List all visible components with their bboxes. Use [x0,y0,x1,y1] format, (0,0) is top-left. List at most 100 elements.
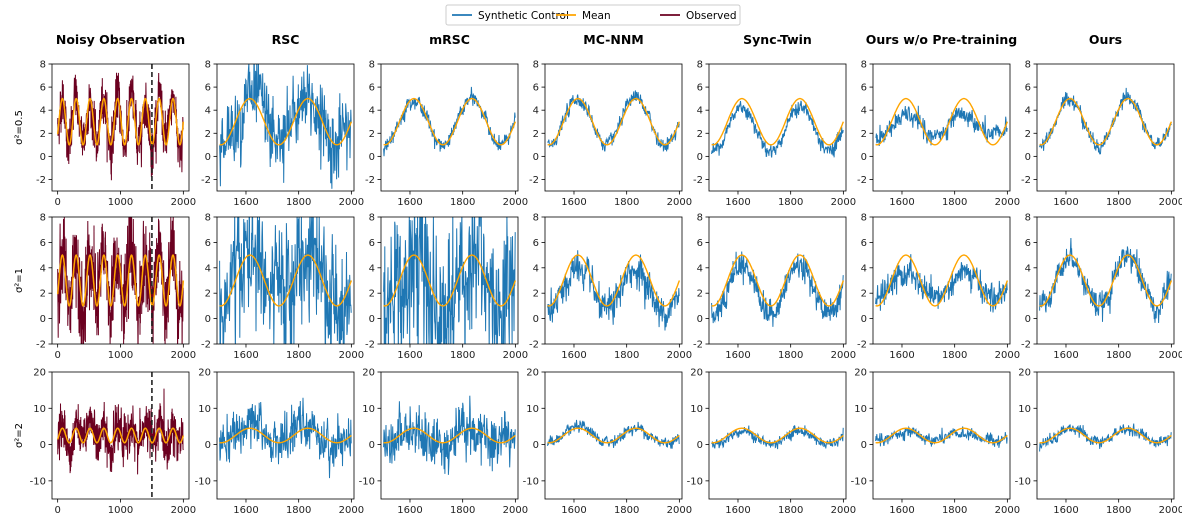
y-tick-label: 2 [205,129,211,140]
y-tick-label: 2 [697,289,703,300]
y-tick-label: 8 [369,213,375,224]
x-tick-label: 1000 [108,505,133,516]
x-tick-label: 1600 [1053,505,1078,516]
y-tick-label: 0 [1025,314,1031,325]
panel: -2 0 2 4 6 8 1600 1800 2000 [529,60,692,209]
y-tick-label: 2 [533,289,539,300]
synthetic-line [1039,87,1172,155]
x-tick-label: 2000 [339,197,364,208]
y-tick-label: -2 [201,340,211,351]
y-tick-label: 0 [861,440,867,451]
x-tick-label: 1600 [233,197,258,208]
y-tick-label: 20 [526,368,539,379]
y-tick-label: -10 [687,476,703,487]
y-tick-label: 0 [533,152,539,163]
panel: -10 0 10 20 1600 1800 2000 [523,368,692,517]
synthetic-line [219,397,352,479]
x-tick-label: 1800 [286,350,311,361]
mean-line [1039,97,1173,146]
mean-line [383,97,517,146]
column-title: Ours w/o Pre-training [866,32,1017,47]
synthetic-line [547,250,680,331]
y-tick-label: 6 [861,83,867,94]
synthetic-line [383,217,516,344]
y-tick-label: 10 [526,404,539,415]
x-tick-label: 2000 [171,350,196,361]
y-tick-label: 2 [40,129,46,140]
y-tick-label: -10 [1015,476,1031,487]
x-tick-label: 0 [54,505,60,516]
panel: -2 0 2 4 6 8 1600 1800 2000 [365,213,528,362]
panel: -2 0 2 4 6 8 1600 1800 2000 [693,213,856,362]
column-title: RSC [272,32,300,47]
y-tick-label: 10 [362,404,375,415]
y-tick-label: -10 [195,476,211,487]
x-tick-label: 1600 [397,350,422,361]
y-tick-label: -2 [201,175,211,186]
x-tick-label: 1600 [889,505,914,516]
synthetic-line [1039,423,1172,452]
y-tick-label: 0 [369,152,375,163]
y-tick-label: 4 [861,106,867,117]
axes-frame [1036,216,1175,345]
panel: -2 0 2 4 6 8 1600 1800 2000 [529,213,692,362]
mean-line [875,427,1008,444]
y-tick-label: 4 [533,106,539,117]
y-tick-label: 8 [205,60,211,71]
axes-frame [380,216,519,345]
y-tick-label: -2 [529,340,539,351]
y-tick-label: 6 [697,83,703,94]
panel: -2 0 2 4 6 8 1600 1800 2000 [1021,60,1182,209]
x-tick-label: 1800 [942,350,967,361]
mean-line [875,97,1009,146]
y-tick-label: 8 [697,60,703,71]
panel: -2 0 2 4 6 8 1600 1800 2000 [201,213,364,362]
row-label: σ²=2 [14,423,25,448]
axes-frame [544,216,683,345]
mean-line [219,97,353,146]
y-tick-label: 10 [854,404,867,415]
axes-frame [708,63,847,192]
panel: -2 0 2 4 6 8 1600 1800 2000 [857,213,1020,362]
mean-line [875,254,1009,307]
column-title: MC-NNM [583,32,643,47]
y-tick-label: 6 [533,83,539,94]
mean-line [56,254,185,307]
x-tick-label: 1600 [1053,197,1078,208]
y-tick-label: -10 [359,476,375,487]
x-tick-label: 1600 [233,350,258,361]
x-tick-label: 1800 [450,197,475,208]
mean-line [1039,254,1173,307]
axes-frame [708,216,847,345]
legend: Synthetic Control Mean Observed [445,4,741,26]
axes-frame [544,371,683,500]
y-tick-label: 20 [854,368,867,379]
y-tick-label: -10 [851,476,867,487]
y-tick-label: 4 [40,263,46,274]
panel: -2 0 2 4 6 8 0 1000 2000 [36,60,196,209]
y-tick-label: 0 [205,152,211,163]
x-tick-label: 2000 [667,197,692,208]
y-tick-label: -2 [693,340,703,351]
x-tick-label: 2000 [171,505,196,516]
y-tick-label: -2 [529,175,539,186]
y-tick-label: 0 [861,314,867,325]
y-tick-label: 0 [369,314,375,325]
y-tick-label: 8 [533,213,539,224]
y-tick-label: 20 [690,368,703,379]
y-tick-label: 20 [1018,368,1031,379]
y-tick-label: 6 [40,83,46,94]
y-tick-label: -2 [1021,340,1031,351]
column-title: Ours [1089,32,1122,47]
x-tick-label: 2000 [831,505,856,516]
x-tick-label: 1800 [1106,197,1131,208]
x-tick-label: 2000 [1159,197,1182,208]
x-tick-label: 2000 [171,197,196,208]
y-tick-label: 0 [40,440,46,451]
panel: -2 0 2 4 6 8 1600 1800 2000 [1021,213,1182,362]
panel: -10 0 10 20 1600 1800 2000 [687,368,856,517]
panel: -2 0 2 4 6 8 1600 1800 2000 [857,60,1020,209]
mean-line [711,254,845,307]
x-tick-label: 1600 [725,505,750,516]
x-tick-label: 1800 [1106,505,1131,516]
